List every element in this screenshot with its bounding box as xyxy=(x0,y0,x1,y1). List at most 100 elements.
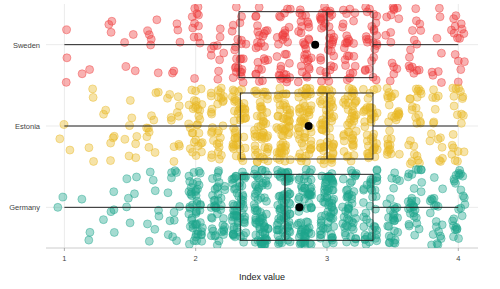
point xyxy=(286,156,294,164)
point xyxy=(349,107,357,115)
point xyxy=(151,225,159,233)
point xyxy=(262,120,270,128)
point xyxy=(339,20,347,28)
point xyxy=(208,128,216,136)
point xyxy=(319,96,327,104)
point xyxy=(90,157,98,165)
point xyxy=(263,26,271,34)
point xyxy=(361,67,369,75)
point xyxy=(345,202,353,210)
point xyxy=(350,17,358,25)
point xyxy=(281,50,289,58)
median xyxy=(284,174,285,240)
tick-label: 1 xyxy=(62,254,66,263)
point xyxy=(170,143,178,151)
point xyxy=(388,92,396,100)
point xyxy=(100,110,108,118)
point xyxy=(343,153,351,161)
point xyxy=(130,190,138,198)
point xyxy=(147,112,155,120)
point xyxy=(253,22,261,30)
point xyxy=(458,95,466,103)
point xyxy=(273,154,281,162)
point xyxy=(154,69,162,77)
point xyxy=(408,106,416,114)
point xyxy=(253,112,261,120)
point xyxy=(66,146,74,154)
point xyxy=(433,34,441,42)
point xyxy=(230,175,238,183)
point xyxy=(276,192,284,200)
point xyxy=(261,194,269,202)
point xyxy=(349,141,357,149)
point xyxy=(449,130,457,138)
point xyxy=(128,114,136,122)
point xyxy=(186,222,194,230)
point xyxy=(342,101,350,109)
point xyxy=(276,72,284,80)
points xyxy=(56,84,468,168)
tick-label: 3 xyxy=(325,254,329,263)
point xyxy=(121,38,129,46)
point xyxy=(348,85,356,93)
point xyxy=(259,214,267,222)
point xyxy=(327,214,335,222)
point xyxy=(275,12,283,20)
point xyxy=(306,146,314,154)
point xyxy=(86,66,94,74)
point xyxy=(191,19,199,27)
point xyxy=(228,27,236,35)
point xyxy=(330,140,338,148)
point xyxy=(328,186,336,194)
point xyxy=(209,227,217,235)
point xyxy=(359,199,367,207)
point xyxy=(328,203,336,211)
tick-label: 2 xyxy=(194,254,198,263)
point xyxy=(154,88,162,96)
point xyxy=(437,49,445,57)
point xyxy=(455,84,463,92)
point xyxy=(164,189,172,197)
point xyxy=(191,74,199,82)
box xyxy=(64,12,458,78)
tick xyxy=(64,248,65,251)
point xyxy=(405,53,413,61)
point xyxy=(123,175,131,183)
point xyxy=(411,231,419,239)
point xyxy=(229,230,237,238)
point xyxy=(251,219,259,227)
point xyxy=(63,54,71,62)
point xyxy=(196,39,204,47)
point xyxy=(252,87,260,95)
point xyxy=(301,134,309,142)
point xyxy=(435,4,443,12)
point xyxy=(151,148,159,156)
point xyxy=(370,144,378,152)
mean xyxy=(311,41,319,49)
point xyxy=(286,221,294,229)
point xyxy=(306,191,314,199)
point xyxy=(414,156,422,164)
tick xyxy=(195,248,196,251)
point xyxy=(390,5,398,13)
point xyxy=(350,117,358,125)
point xyxy=(387,93,395,101)
point xyxy=(387,28,395,36)
point xyxy=(383,150,391,158)
point xyxy=(330,223,338,231)
point xyxy=(352,234,360,242)
whisker-high xyxy=(373,44,458,45)
point xyxy=(132,140,140,148)
point xyxy=(330,141,338,149)
point xyxy=(167,116,175,124)
point xyxy=(167,174,175,182)
point xyxy=(301,102,309,110)
point xyxy=(252,13,260,21)
point xyxy=(404,205,412,213)
point xyxy=(60,121,68,129)
point xyxy=(303,57,311,65)
point xyxy=(173,237,181,245)
point xyxy=(432,94,440,102)
point xyxy=(317,234,325,242)
point xyxy=(455,205,463,213)
